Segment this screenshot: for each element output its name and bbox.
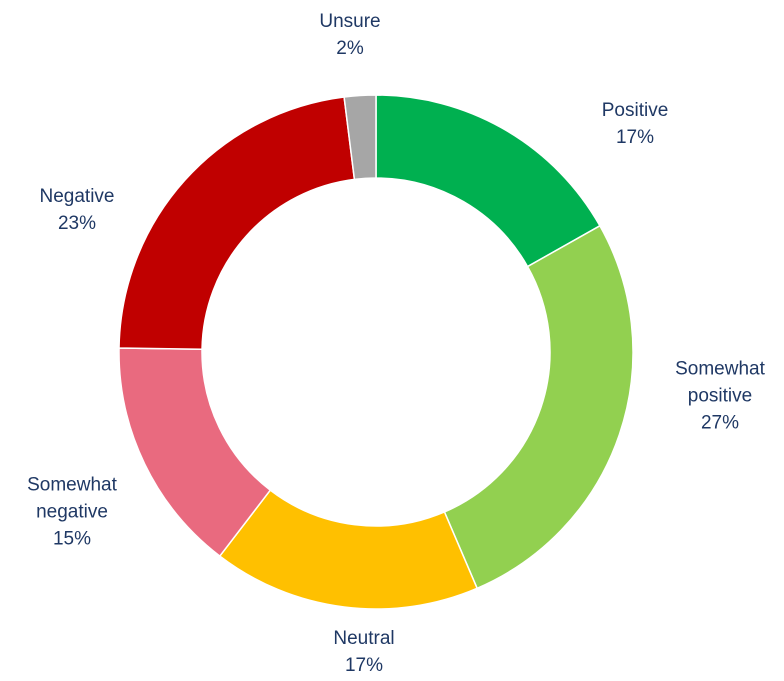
slice-name: Somewhat positive [675, 358, 765, 407]
slice-name: Somewhat negative [27, 474, 117, 523]
slice-name: Unsure [319, 11, 381, 32]
slice-value: 2% [336, 38, 364, 59]
slice-label: Neutral 17% [304, 625, 424, 679]
slice-label: Somewhat negative 15% [12, 472, 132, 553]
slice-name: Negative [39, 186, 115, 207]
donut-slice [118, 96, 356, 351]
slice-label: Somewhat positive 27% [660, 356, 780, 437]
slice-value: 15% [52, 528, 92, 550]
slice-label: Negative 23% [17, 183, 137, 237]
slice-value: 17% [615, 127, 655, 148]
slice-name: Neutral [333, 628, 395, 649]
donut-slice [375, 94, 601, 268]
slice-value: 27% [700, 412, 740, 434]
slice-value: 17% [344, 655, 384, 676]
donut-slice [343, 94, 377, 181]
slice-value: 23% [57, 213, 97, 234]
donut-slice [218, 489, 479, 610]
donut-slice [443, 224, 634, 590]
slice-label: Positive 17% [575, 97, 695, 151]
slice-name: Positive [601, 100, 669, 121]
slice-label: Unsure 2% [290, 8, 410, 62]
